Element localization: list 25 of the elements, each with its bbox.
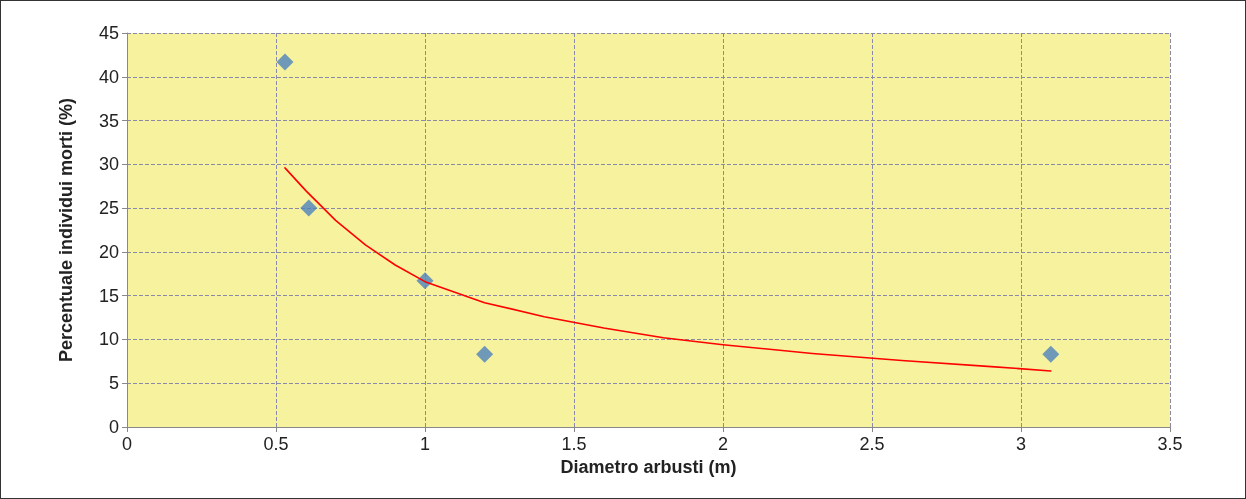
x-tick-label: 3: [1015, 434, 1027, 454]
y-tick-label: 0: [108, 417, 119, 437]
point: [476, 345, 494, 363]
line-series: [284, 167, 1052, 372]
x-tick-label: 1.5: [561, 434, 587, 454]
x-axis-title: Diametro arbusti (m): [560, 456, 737, 477]
point: [300, 199, 318, 217]
x-tick-label: 3.5: [1157, 434, 1183, 454]
y-axis-title: Percentuale individui morti (%): [56, 97, 76, 363]
y-tick-label: 40: [98, 66, 119, 87]
x-tick-label: 0.5: [263, 434, 289, 454]
point: [1042, 345, 1060, 363]
x-tick-label: 2.5: [859, 434, 885, 454]
x-tick-label: 2: [717, 434, 729, 454]
y-tick-label: 25: [98, 198, 119, 219]
y-tick-label: 10: [98, 329, 119, 350]
x-tick-label: 0: [121, 434, 133, 454]
y-tick-label: 15: [98, 285, 119, 306]
point: [276, 53, 294, 71]
y-tick-label: 30: [98, 154, 119, 175]
y-tick-label: 5: [108, 373, 119, 394]
y-tick-label: 20: [98, 241, 119, 262]
y-tick-label: 45: [98, 23, 119, 43]
x-tick-label: 1: [419, 434, 431, 454]
y-tick-label: 35: [98, 110, 119, 131]
